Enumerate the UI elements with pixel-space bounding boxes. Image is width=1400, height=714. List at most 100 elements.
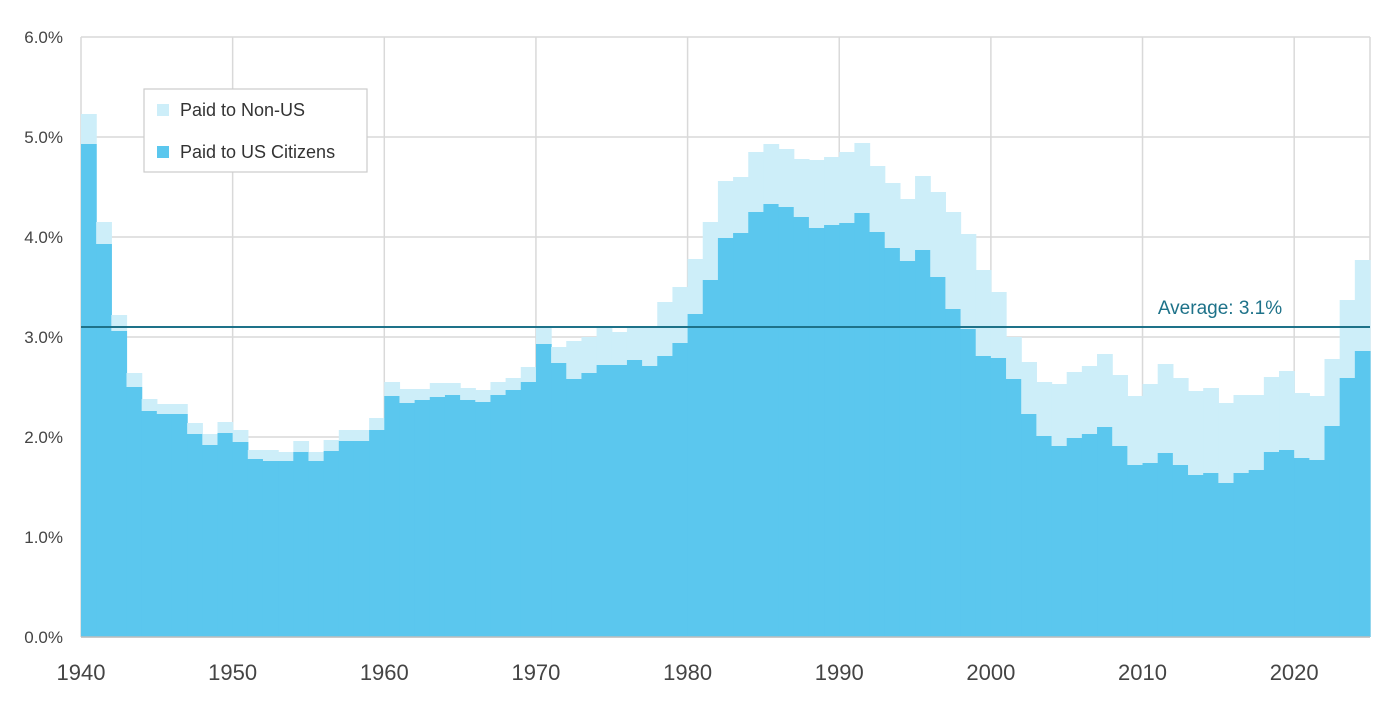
bar-paid-to-non-us <box>323 440 340 451</box>
bar-paid-to-non-us <box>171 404 188 414</box>
bar-paid-to-non-us <box>1112 375 1128 446</box>
x-tick-label: 2010 <box>1118 660 1167 685</box>
bar-paid-to-us-citizens <box>1324 426 1341 637</box>
legend-swatch <box>157 104 169 116</box>
bar-paid-to-non-us <box>899 199 916 261</box>
bar-paid-to-non-us <box>566 341 583 379</box>
bar-paid-to-non-us <box>1324 359 1341 426</box>
bar-paid-to-non-us <box>839 152 855 223</box>
bar-paid-to-non-us <box>1309 396 1326 460</box>
bar-paid-to-non-us <box>1142 384 1159 463</box>
bar-paid-to-non-us <box>1279 371 1295 450</box>
bar-paid-to-non-us <box>293 441 310 452</box>
bar-paid-to-us-citizens <box>232 442 249 637</box>
bar-paid-to-us-citizens <box>990 358 1007 637</box>
bar-paid-to-non-us <box>1188 391 1204 475</box>
bar-paid-to-non-us <box>262 450 279 461</box>
bar-paid-to-us-citizens <box>748 212 765 637</box>
bar-paid-to-non-us <box>1081 366 1098 434</box>
bar-paid-to-us-citizens <box>429 397 446 637</box>
bar-paid-to-us-citizens <box>596 365 613 637</box>
bar-paid-to-non-us <box>308 452 325 461</box>
bar-paid-to-us-citizens <box>945 309 962 637</box>
bar-paid-to-non-us <box>1157 364 1174 453</box>
bar-paid-to-non-us <box>369 418 385 430</box>
bar-paid-to-us-citizens <box>141 411 158 637</box>
bar-paid-to-us-citizens <box>126 387 143 637</box>
bar-paid-to-us-citizens <box>111 331 128 637</box>
bar-paid-to-us-citizens <box>839 223 855 637</box>
bar-paid-to-us-citizens <box>581 373 598 637</box>
bar-paid-to-us-citizens <box>1081 434 1098 637</box>
average-line-group: Average: 3.1% <box>81 298 1370 328</box>
x-tick-label: 1950 <box>208 660 257 685</box>
bar-paid-to-non-us <box>1248 395 1265 470</box>
bar-paid-to-non-us <box>1051 384 1068 446</box>
bar-paid-to-non-us <box>1203 388 1219 473</box>
bar-paid-to-non-us <box>505 378 522 390</box>
bar-paid-to-us-citizens <box>1021 414 1037 637</box>
bar-paid-to-us-citizens <box>1097 427 1113 637</box>
bar-paid-to-non-us <box>187 423 203 434</box>
bar-paid-to-us-citizens <box>460 400 476 637</box>
x-tick-label: 1990 <box>815 660 864 685</box>
bar-paid-to-non-us <box>126 373 143 387</box>
bar-paid-to-non-us <box>278 452 294 461</box>
bar-paid-to-non-us <box>475 390 492 402</box>
y-tick-label: 0.0% <box>24 628 63 647</box>
bar-paid-to-non-us <box>1036 382 1053 436</box>
bar-paid-to-non-us <box>111 315 128 331</box>
bar-paid-to-us-citizens <box>1036 436 1053 637</box>
axes: 0.0% 1.0% 2.0% 3.0% 4.0% 5.0% 6.0% 1940 1950 1960… <box>24 28 1370 685</box>
bar-paid-to-us-citizens <box>399 403 416 637</box>
bar-paid-to-us-citizens <box>353 441 370 637</box>
bar-paid-to-non-us <box>1172 378 1189 465</box>
bar-paid-to-us-citizens <box>1354 351 1371 637</box>
x-tick-label: 1970 <box>511 660 560 685</box>
bar-paid-to-non-us <box>611 332 628 365</box>
bar-paid-to-us-citizens <box>369 430 385 637</box>
bar-paid-to-non-us <box>1127 396 1144 465</box>
bar-paid-to-us-citizens <box>687 314 704 637</box>
bar-paid-to-non-us <box>156 404 173 414</box>
bar-paid-to-us-citizens <box>202 445 219 637</box>
bar-paid-to-us-citizens <box>535 344 552 637</box>
bar-paid-to-us-citizens <box>308 461 325 637</box>
bar-paid-to-non-us <box>945 212 962 309</box>
bar-paid-to-non-us <box>1339 300 1356 378</box>
bar-paid-to-us-citizens <box>960 329 977 637</box>
bar-paid-to-non-us <box>869 166 886 232</box>
bar-paid-to-us-citizens <box>1294 458 1310 637</box>
bar-paid-to-us-citizens <box>915 250 931 637</box>
bar-paid-to-us-citizens <box>657 356 674 637</box>
legend-label: Paid to US Citizens <box>180 142 335 162</box>
bar-paid-to-us-citizens <box>156 414 173 637</box>
bar-paid-to-us-citizens <box>384 396 401 637</box>
legend-box <box>143 88 368 173</box>
legend-swatch <box>157 146 169 158</box>
bar-paid-to-us-citizens <box>1066 438 1083 637</box>
x-tick-label: 1980 <box>663 660 712 685</box>
bar-paid-to-non-us <box>824 157 840 225</box>
bar-paid-to-us-citizens <box>566 379 583 637</box>
bar-paid-to-us-citizens <box>1188 475 1204 637</box>
bar-paid-to-us-citizens <box>1142 463 1159 637</box>
x-tick-label: 1940 <box>57 660 106 685</box>
bar-paid-to-non-us <box>596 327 613 365</box>
bar-paid-to-non-us <box>81 114 97 144</box>
bar-paid-to-non-us <box>687 259 704 314</box>
bar-paid-to-non-us <box>1263 377 1280 452</box>
bar-paid-to-non-us <box>414 389 431 400</box>
bar-paid-to-non-us <box>551 347 567 363</box>
bar-paid-to-us-citizens <box>414 400 431 637</box>
bar-paid-to-non-us <box>733 177 749 233</box>
bar-paid-to-us-citizens <box>490 395 507 637</box>
bar-paid-to-non-us <box>96 222 112 244</box>
bar-paid-to-us-citizens <box>444 395 461 637</box>
bar-paid-to-non-us <box>232 430 249 442</box>
bar-paid-to-us-citizens <box>278 461 294 637</box>
bar-paid-to-non-us <box>490 382 507 395</box>
bar-paid-to-non-us <box>520 367 537 382</box>
bar-paid-to-us-citizens <box>551 363 567 637</box>
bar-paid-to-us-citizens <box>1248 470 1265 637</box>
